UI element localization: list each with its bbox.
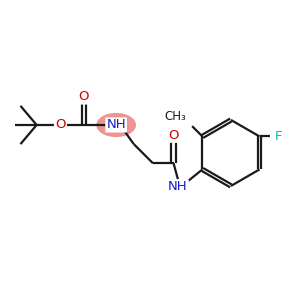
Text: F: F <box>274 130 282 143</box>
Text: CH₃: CH₃ <box>164 110 186 123</box>
Text: O: O <box>79 91 89 103</box>
Text: NH: NH <box>168 180 188 193</box>
Ellipse shape <box>96 113 136 137</box>
Text: O: O <box>55 118 65 131</box>
Text: O: O <box>168 129 179 142</box>
Text: NH: NH <box>106 118 126 131</box>
